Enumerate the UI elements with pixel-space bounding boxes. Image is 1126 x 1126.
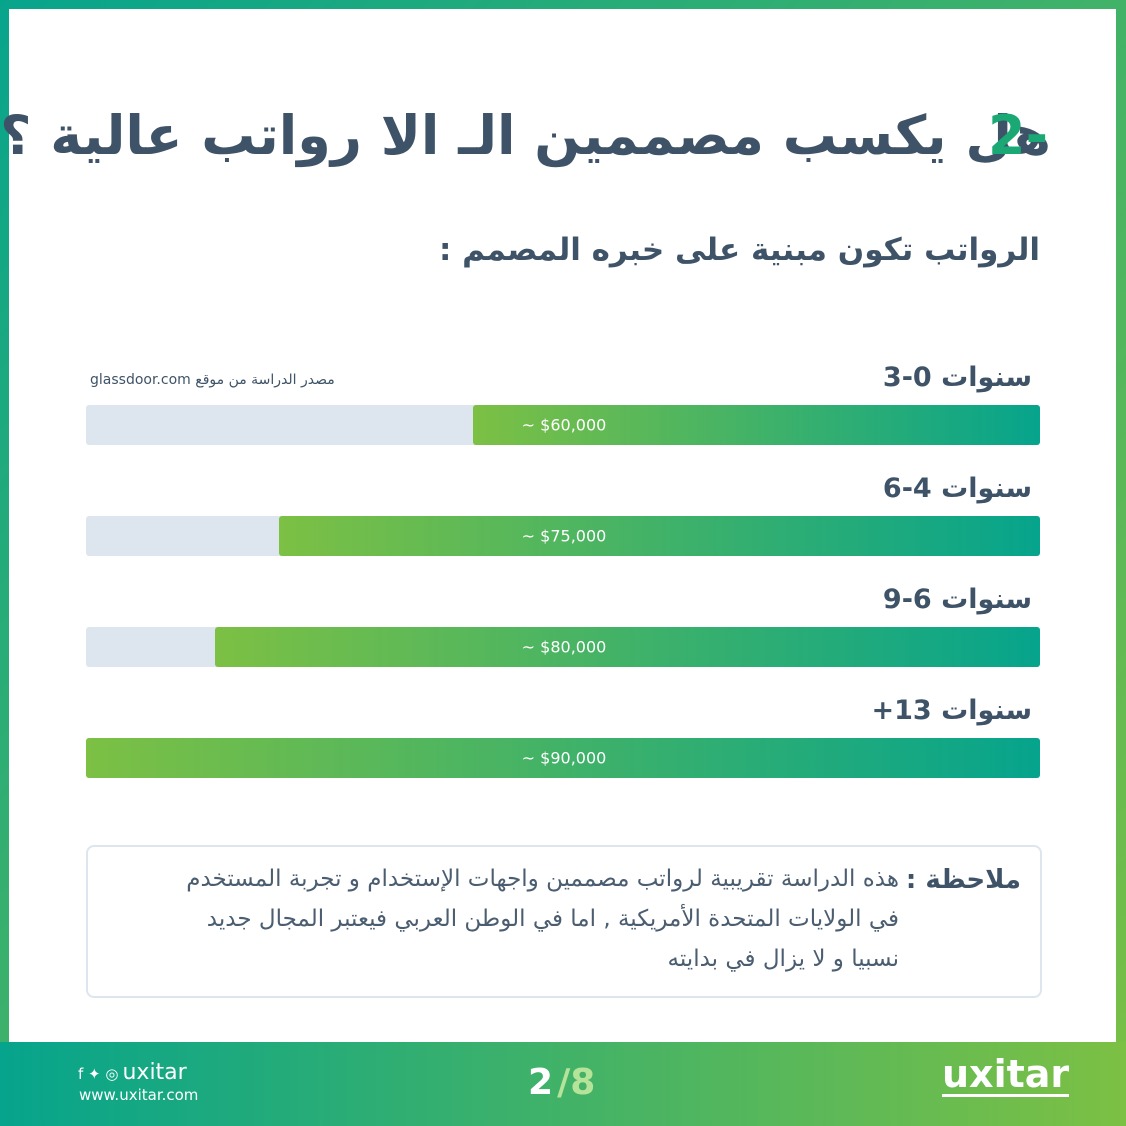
page-current: 2	[528, 1062, 554, 1103]
handle: uxitar	[122, 1060, 187, 1085]
logo: uxitar	[942, 1052, 1070, 1097]
note-line: هذه الدراسة تقريبية لرواتب مصممين واجهات…	[186, 866, 899, 892]
footer: f ✦ ◎ uxitar www.uxitar.com 2/8 uxitar	[0, 1042, 1126, 1126]
title-number: 2-	[988, 104, 1048, 167]
note-box	[86, 845, 1042, 998]
note-line: في الولايات المتحدة الأمريكية , اما في ا…	[206, 906, 899, 932]
pagination: 2/8	[528, 1062, 595, 1103]
category-label: 6-4 سنوات	[882, 473, 1032, 504]
value-label: ~ $80,000	[521, 637, 607, 657]
category-label: 9-6 سنوات	[882, 584, 1032, 615]
social-handle[interactable]: f ✦ ◎ uxitar	[78, 1060, 187, 1085]
note-label: ملاحظة :	[905, 865, 1021, 895]
category-label: 3-0 سنوات	[882, 362, 1032, 393]
bar	[214, 627, 1040, 667]
subtitle: الرواتب تكون مبنية على خبره المصمم :	[438, 232, 1040, 268]
social-icons[interactable]: f ✦ ◎	[78, 1065, 119, 1083]
bar	[472, 405, 1040, 445]
bar	[86, 738, 1040, 778]
page-total: /8	[557, 1062, 596, 1103]
value-label: ~ $75,000	[521, 526, 607, 546]
url[interactable]: www.uxitar.com	[79, 1086, 199, 1104]
category-label: +13 سنوات	[871, 695, 1033, 726]
title: هل يكسب مصممين الـ الا رواتب عالية ؟	[0, 104, 1051, 167]
source: مصدر الدراسة من موقع glassdoor.com	[90, 372, 335, 388]
note-line: نسبيا و لا يزال في بدايته	[667, 946, 899, 972]
value-label: ~ $60,000	[521, 415, 607, 435]
bar	[279, 516, 1040, 556]
value-label: ~ $90,000	[521, 748, 607, 768]
